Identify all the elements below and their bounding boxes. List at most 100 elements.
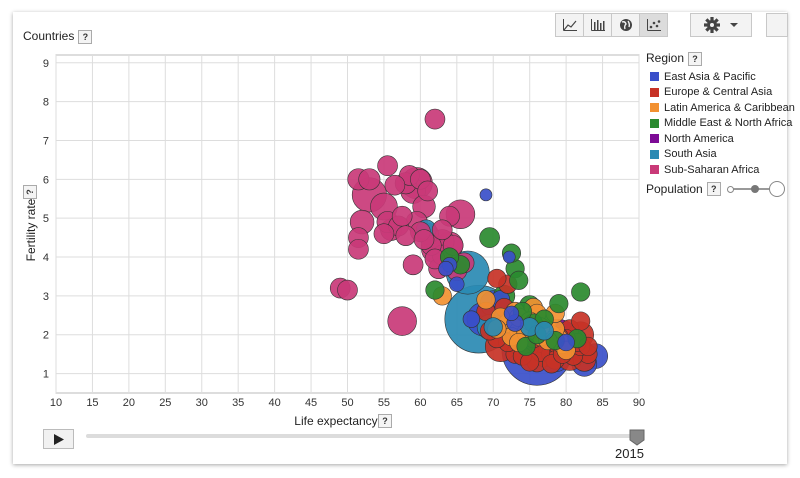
- bubble[interactable]: [479, 227, 500, 248]
- population-control: Population?: [646, 180, 787, 198]
- bubble[interactable]: [391, 205, 413, 227]
- settings-button[interactable]: [690, 13, 752, 37]
- x-tick-label: 80: [560, 397, 572, 409]
- legend-item[interactable]: Europe & Central Asia: [650, 85, 795, 101]
- play-icon: [53, 433, 64, 445]
- bubble[interactable]: [462, 310, 481, 328]
- y-tick-label: 1: [43, 369, 49, 381]
- legend-label: Europe & Central Asia: [664, 86, 773, 99]
- x-tick-label: 25: [159, 397, 171, 409]
- bubble[interactable]: [358, 168, 381, 191]
- ylabel-help-icon[interactable]: ?: [23, 185, 37, 199]
- x-tick-label: 55: [378, 397, 390, 409]
- legend-label: South Asia: [664, 148, 717, 161]
- countries-help-icon[interactable]: ?: [78, 29, 93, 44]
- bubble[interactable]: [348, 238, 369, 260]
- region-help-icon[interactable]: ?: [688, 51, 703, 66]
- legend-swatch: [650, 72, 659, 82]
- bubble[interactable]: [384, 174, 406, 196]
- population-size-slider[interactable]: [726, 180, 787, 198]
- bubble[interactable]: [425, 280, 445, 300]
- x-tick-label: 90: [633, 397, 645, 409]
- x-tick-label: 85: [596, 397, 608, 409]
- small-bubble-icon: [726, 186, 734, 193]
- chevron-down-icon: [730, 23, 738, 27]
- y-tick-label: 4: [43, 252, 49, 264]
- countries-text: Countries: [23, 29, 75, 43]
- bubble[interactable]: [373, 223, 395, 245]
- bubble[interactable]: [402, 254, 424, 276]
- bubble[interactable]: [549, 294, 569, 314]
- bubble[interactable]: [377, 155, 398, 177]
- legend-item[interactable]: East Asia & Pacific: [650, 69, 795, 85]
- bar-chart-button[interactable]: [583, 13, 612, 37]
- legend-item[interactable]: North America: [650, 131, 795, 147]
- bubble[interactable]: [449, 276, 465, 292]
- line-chart-button[interactable]: [555, 13, 584, 37]
- globe-icon: [619, 19, 632, 31]
- bubble[interactable]: [417, 180, 438, 202]
- bubbles[interactable]: [329, 108, 609, 386]
- legend-swatch: [650, 134, 659, 144]
- bubble[interactable]: [387, 306, 417, 336]
- x-tick-label: 45: [305, 397, 317, 409]
- population-help-icon[interactable]: ?: [706, 182, 721, 196]
- legend-label: Sub-Saharan Africa: [664, 163, 760, 176]
- population-slider-thumb[interactable]: [750, 185, 759, 193]
- legend-item[interactable]: Middle East & North Africa: [650, 116, 795, 132]
- bubble-chart-button[interactable]: [639, 13, 668, 37]
- bubble[interactable]: [476, 290, 496, 310]
- bubble[interactable]: [431, 219, 453, 241]
- x-tick-label: 30: [196, 397, 208, 409]
- bubble[interactable]: [483, 317, 503, 337]
- time-slider-track[interactable]: [86, 434, 638, 438]
- x-axis-ticks: 10 15 20 25 30 35 40 45 50 55 60 65 70 75 80 85 90: [50, 397, 645, 409]
- toolbar-extra-button[interactable]: [766, 13, 788, 37]
- y-axis-ticks: 1 2 3 4 5 6 7 8 9: [43, 58, 49, 381]
- legend-swatch: [650, 165, 659, 175]
- xlabel-help-icon[interactable]: ?: [378, 414, 392, 428]
- bubble[interactable]: [424, 108, 446, 130]
- bubble[interactable]: [503, 305, 520, 322]
- legend-label: Middle East & North Africa: [664, 117, 793, 130]
- chart-type-toolbar: [555, 13, 668, 37]
- y-tick-label: 6: [43, 174, 49, 186]
- gear-icon: [704, 17, 720, 33]
- bubble[interactable]: [413, 229, 435, 250]
- x-tick-label: 70: [487, 397, 499, 409]
- legend-item[interactable]: Sub-Saharan Africa: [650, 162, 795, 178]
- x-tick-label: 10: [50, 397, 62, 409]
- x-tick-label: 60: [414, 397, 426, 409]
- bubble[interactable]: [571, 282, 591, 302]
- bubble[interactable]: [571, 311, 591, 331]
- legend-swatch: [650, 149, 659, 159]
- bubble[interactable]: [395, 225, 417, 246]
- bubble[interactable]: [557, 333, 575, 352]
- bubble-chart-icon: [646, 19, 661, 31]
- legend-label: East Asia & Pacific: [664, 70, 756, 83]
- bubble[interactable]: [509, 270, 529, 290]
- legend-label: North America: [664, 132, 734, 145]
- map-button[interactable]: [611, 13, 640, 37]
- y-tick-label: 2: [43, 330, 49, 342]
- play-button[interactable]: [43, 429, 74, 449]
- x-axis-label: Life expectancy: [294, 414, 377, 428]
- bubble[interactable]: [479, 188, 493, 202]
- legend-label: Latin America & Caribbean: [664, 101, 795, 114]
- y-tick-label: 3: [43, 291, 49, 303]
- bubble[interactable]: [502, 250, 516, 264]
- bubble[interactable]: [438, 261, 454, 277]
- y-tick-label: 8: [43, 97, 49, 109]
- time-slider-thumb[interactable]: [629, 429, 645, 451]
- y-tick-label: 7: [43, 135, 49, 147]
- y-tick-label: 5: [43, 213, 49, 225]
- line-chart-icon: [562, 19, 577, 31]
- region-legend: East Asia & Pacific Europe & Central Asia…: [650, 69, 795, 178]
- bubble[interactable]: [534, 321, 554, 341]
- legend-item[interactable]: South Asia: [650, 147, 795, 163]
- bubble[interactable]: [487, 268, 507, 288]
- bubble[interactable]: [337, 279, 358, 301]
- legend-item[interactable]: Latin America & Caribbean: [650, 100, 795, 116]
- bar-chart-icon: [590, 19, 605, 31]
